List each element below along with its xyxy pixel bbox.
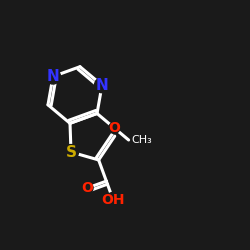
Circle shape (109, 122, 120, 134)
Text: O: O (82, 181, 94, 195)
Circle shape (46, 69, 60, 84)
Circle shape (106, 192, 121, 208)
Text: CH₃: CH₃ (131, 135, 152, 145)
Text: N: N (96, 78, 108, 93)
Circle shape (64, 144, 78, 160)
Text: S: S (66, 144, 76, 160)
Circle shape (82, 182, 93, 194)
Text: N: N (46, 69, 59, 84)
Text: O: O (108, 121, 120, 135)
Text: OH: OH (102, 193, 125, 207)
Circle shape (94, 78, 110, 93)
